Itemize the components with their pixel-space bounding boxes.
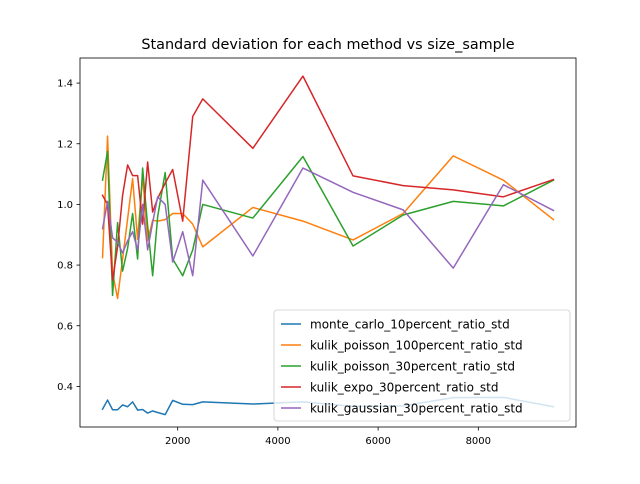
y-tick-label: 0.4 xyxy=(57,382,73,393)
y-axis-ticks: 0.4 0.6 0.8 1.0 1.2 1.4 xyxy=(57,79,80,393)
x-tick-label: 6000 xyxy=(365,436,390,447)
axes-layer xyxy=(79,57,577,428)
legend-label-0: monte_carlo_10percent_ratio_std xyxy=(310,317,510,331)
legend-label-1: kulik_poisson_100percent_ratio_std xyxy=(310,338,523,352)
series-line-2 xyxy=(101,150,555,297)
series-layer xyxy=(101,75,555,416)
legend: monte_carlo_10percent_ratio_std kulik_poi… xyxy=(273,309,571,422)
legend-label-2: kulik_poisson_30percent_ratio_std xyxy=(310,359,515,373)
legend-label-3: kulik_expo_30percent_ratio_std xyxy=(310,380,499,394)
x-axis-ticks: 2000 4000 6000 8000 xyxy=(165,427,491,447)
y-tick-label: 0.6 xyxy=(57,321,73,332)
y-tick-label: 0.8 xyxy=(57,261,73,272)
axes-frame xyxy=(79,57,577,428)
y-tick-label: 1.2 xyxy=(57,139,73,150)
x-tick-label: 2000 xyxy=(165,436,190,447)
series-line-4 xyxy=(101,167,555,277)
x-tick-label: 8000 xyxy=(466,436,491,447)
x-tick-label: 4000 xyxy=(265,436,290,447)
y-tick-label: 1.0 xyxy=(57,200,73,211)
y-tick-label: 1.4 xyxy=(57,79,73,90)
series-line-3 xyxy=(101,75,555,281)
chart-title: Standard deviation for each method vs si… xyxy=(141,37,514,53)
legend-label-4: kulik_gaussian_30percent_ratio_std xyxy=(310,401,523,415)
legend-box xyxy=(273,309,571,422)
